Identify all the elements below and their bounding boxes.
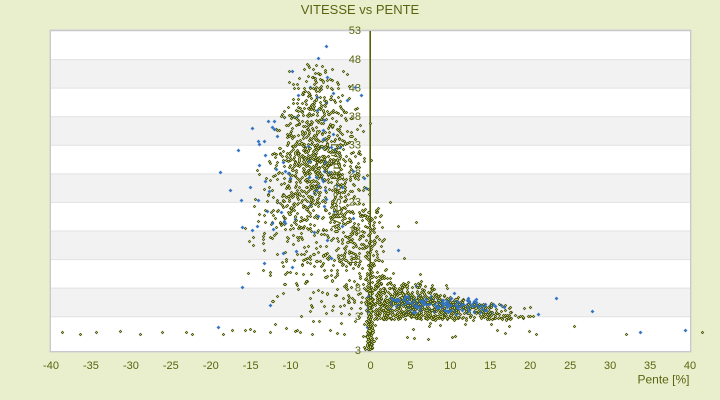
svg-text:-5: -5 [326, 360, 336, 372]
svg-text:3: 3 [355, 311, 361, 323]
svg-text:40: 40 [684, 360, 696, 372]
svg-text:53: 53 [349, 25, 361, 37]
svg-text:-40: -40 [43, 360, 59, 372]
svg-text:20: 20 [524, 360, 536, 372]
svg-text:10: 10 [444, 360, 456, 372]
svg-text:0: 0 [367, 360, 373, 372]
svg-text:35: 35 [644, 360, 656, 372]
svg-text:-35: -35 [83, 360, 99, 372]
svg-text:25: 25 [564, 360, 576, 372]
svg-text:38: 38 [349, 111, 361, 123]
svg-text:-25: -25 [163, 360, 179, 372]
svg-text:8: 8 [355, 282, 361, 294]
svg-text:15: 15 [484, 360, 496, 372]
svg-text:48: 48 [349, 54, 361, 66]
svg-text:30: 30 [604, 360, 616, 372]
svg-text:5: 5 [407, 360, 413, 372]
svg-text:33: 33 [349, 140, 361, 152]
svg-text:-10: -10 [283, 360, 299, 372]
svg-text:Pente [%]: Pente [%] [637, 373, 689, 387]
svg-text:-20: -20 [203, 360, 219, 372]
svg-text:-30: -30 [123, 360, 139, 372]
svg-text:3: 3 [355, 345, 361, 357]
svg-text:-15: -15 [243, 360, 259, 372]
